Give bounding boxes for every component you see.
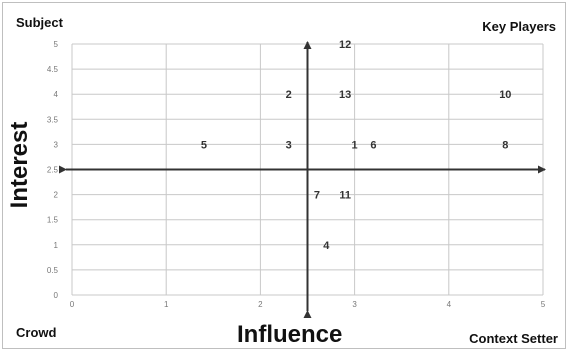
quadrant-label-subject: Subject xyxy=(16,15,63,30)
y-tick-label: 5 xyxy=(54,40,59,49)
chart-frame: Subject Key Players Crowd Context Setter xyxy=(2,2,566,349)
data-point-label: 2 xyxy=(286,89,292,101)
y-tick-label: 4.5 xyxy=(47,65,59,74)
data-point-label: 8 xyxy=(502,139,508,151)
x-tick-label: 1 xyxy=(164,300,169,309)
y-tick-label: 2 xyxy=(54,191,59,200)
data-point-label: 12 xyxy=(339,39,351,51)
data-point-label: 10 xyxy=(499,89,511,101)
data-point-label: 5 xyxy=(201,139,207,151)
data-point-label: 3 xyxy=(286,139,292,151)
quadrant-label-crowd: Crowd xyxy=(16,325,57,340)
y-tick-label: 3.5 xyxy=(47,115,59,124)
data-point-label: 11 xyxy=(339,190,351,202)
data-point-label: 4 xyxy=(323,240,330,252)
data-point-label: 1 xyxy=(352,139,358,151)
data-point-label: 6 xyxy=(370,139,376,151)
y-tick-label: 2.5 xyxy=(47,166,59,175)
quadrant-label-key-players: Key Players xyxy=(482,19,556,34)
data-point-label: 13 xyxy=(339,89,351,101)
y-tick-label: 0.5 xyxy=(47,266,59,275)
data-point-label: 7 xyxy=(314,190,320,202)
x-tick-label: 2 xyxy=(258,300,263,309)
y-tick-label: 0 xyxy=(54,291,59,300)
x-tick-label: 0 xyxy=(70,300,75,309)
x-tick-label: 3 xyxy=(352,300,357,309)
x-tick-label: 5 xyxy=(541,300,546,309)
y-tick-label: 1 xyxy=(54,241,59,250)
y-tick-label: 1.5 xyxy=(47,216,59,225)
x-tick-label: 4 xyxy=(447,300,452,309)
quadrant-label-context-setter: Context Setter xyxy=(469,331,558,346)
x-axis-title: Influence xyxy=(237,321,343,348)
y-tick-label: 3 xyxy=(54,140,59,149)
y-tick-label: 4 xyxy=(54,90,59,99)
